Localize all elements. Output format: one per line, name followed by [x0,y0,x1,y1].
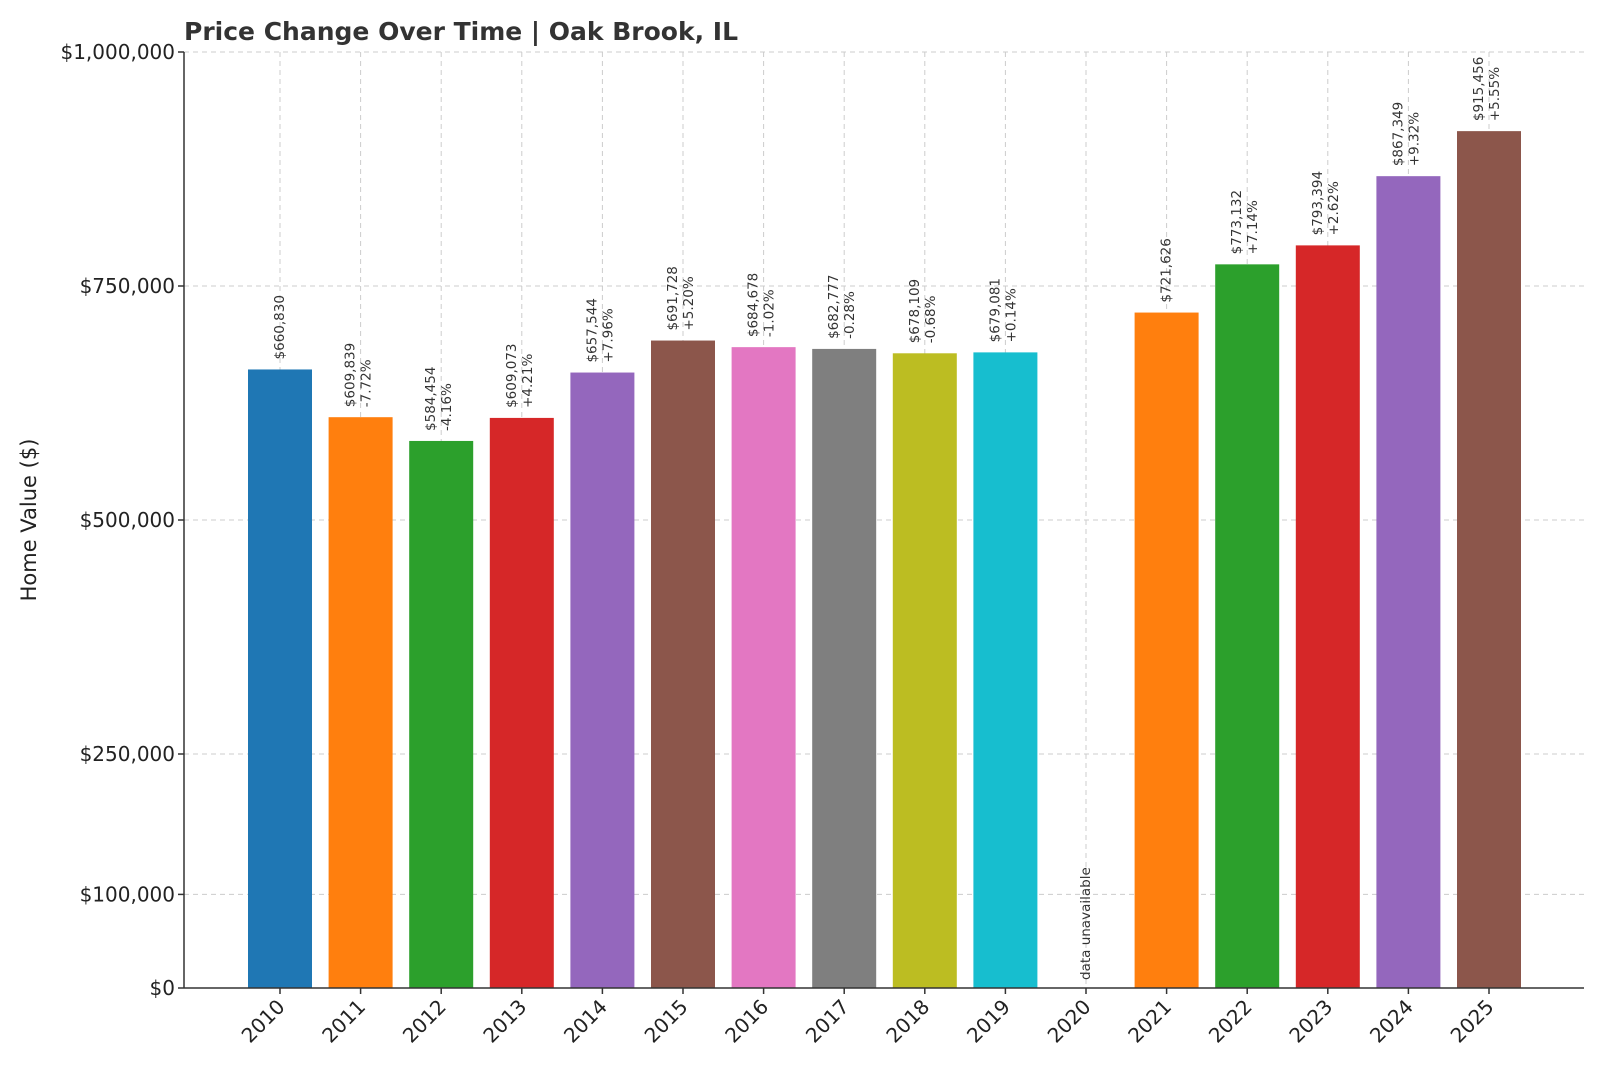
change-label-2011: -7.72% [359,359,375,407]
x-tick-label-2022: 2022 [1204,995,1257,1048]
value-label-2019: $679,081 [987,278,1003,342]
change-label-2023: +2.62% [1326,181,1342,235]
y-tick-label: $1,000,000 [60,40,175,64]
bar-2019 [973,352,1038,988]
y-axis-label: Home Value ($) [17,439,41,602]
chart-title: Price Change Over Time | Oak Brook, IL [184,17,738,46]
x-tick-label-2017: 2017 [801,995,854,1048]
change-label-2016: -1.02% [762,289,778,337]
value-label-2021: $721,626 [1159,238,1175,302]
bar-2016 [731,347,796,989]
x-tick-label-2012: 2012 [398,995,451,1048]
x-tick-label-2016: 2016 [720,995,773,1048]
bar-2015 [651,340,715,988]
bar-2014 [570,372,635,988]
label-layer: $660,830 $609,839 -7.72% $584,454 -4.16% $609… [272,57,1503,980]
value-label-2022: $773,132 [1229,190,1245,254]
value-label-2014: $657,544 [584,298,600,362]
bar-2010 [248,369,312,988]
x-tick-label-2023: 2023 [1284,995,1337,1048]
value-label-2025: $915,456 [1471,57,1487,121]
value-label-2013: $609,073 [504,343,520,407]
value-label-2010: $660,830 [272,295,288,359]
x-tick-label-2014: 2014 [559,995,612,1048]
bar-2013 [489,417,554,988]
x-tick-label-2020: 2020 [1043,995,1096,1048]
bar-2025 [1457,131,1521,988]
bar-2022 [1215,264,1280,988]
missing-data-label-2020: data unavailable [1078,867,1094,980]
bar-2017 [812,348,877,988]
change-label-2013: +4.21% [520,354,536,408]
x-tick-label-2018: 2018 [881,995,934,1048]
change-label-2022: +7.14% [1245,200,1261,254]
value-label-2018: $678,109 [907,279,923,343]
bar-2012 [409,440,474,988]
y-tick-label: $750,000 [80,274,175,298]
y-tick-label: $100,000 [80,882,175,906]
bar-2024 [1376,176,1441,989]
change-label-2018: -0.68% [923,295,939,343]
change-label-2024: +9.32% [1406,112,1422,166]
value-label-2016: $684,678 [746,273,762,337]
change-label-2015: +5.20% [681,276,697,330]
x-tick-label-2024: 2024 [1365,995,1418,1048]
bar-2023 [1295,245,1360,989]
y-tick-label: $500,000 [80,508,175,532]
value-label-2011: $609,839 [343,343,359,407]
x-tick-label-2025: 2025 [1446,995,1499,1048]
value-label-2012: $584,454 [423,367,439,431]
value-label-2017: $682,777 [826,274,842,338]
value-label-2023: $793,394 [1310,171,1326,235]
bar-2011 [328,417,393,989]
bar-layer [248,131,1521,989]
y-tick-label: $0 [150,976,175,1000]
x-tick-label-2010: 2010 [237,995,290,1048]
change-label-2014: +7.96% [600,308,616,362]
x-tick-label-2015: 2015 [640,995,693,1048]
y-tick-label: $250,000 [80,742,175,766]
change-label-2017: -0.28% [842,291,858,339]
change-label-2012: -4.16% [439,383,455,431]
bar-2018 [892,353,957,988]
change-label-2025: +5.55% [1487,67,1503,121]
grid-layer [184,51,1584,988]
x-tick-label-2013: 2013 [478,995,531,1048]
x-tick-label-2019: 2019 [962,995,1015,1048]
bar-2021 [1134,312,1199,988]
change-label-2019: +0.14% [1003,288,1019,342]
value-label-2015: $691,728 [665,266,681,330]
x-tick-label-2021: 2021 [1123,995,1176,1048]
value-label-2024: $867,349 [1390,102,1406,166]
x-tick-label-2011: 2011 [317,995,370,1048]
